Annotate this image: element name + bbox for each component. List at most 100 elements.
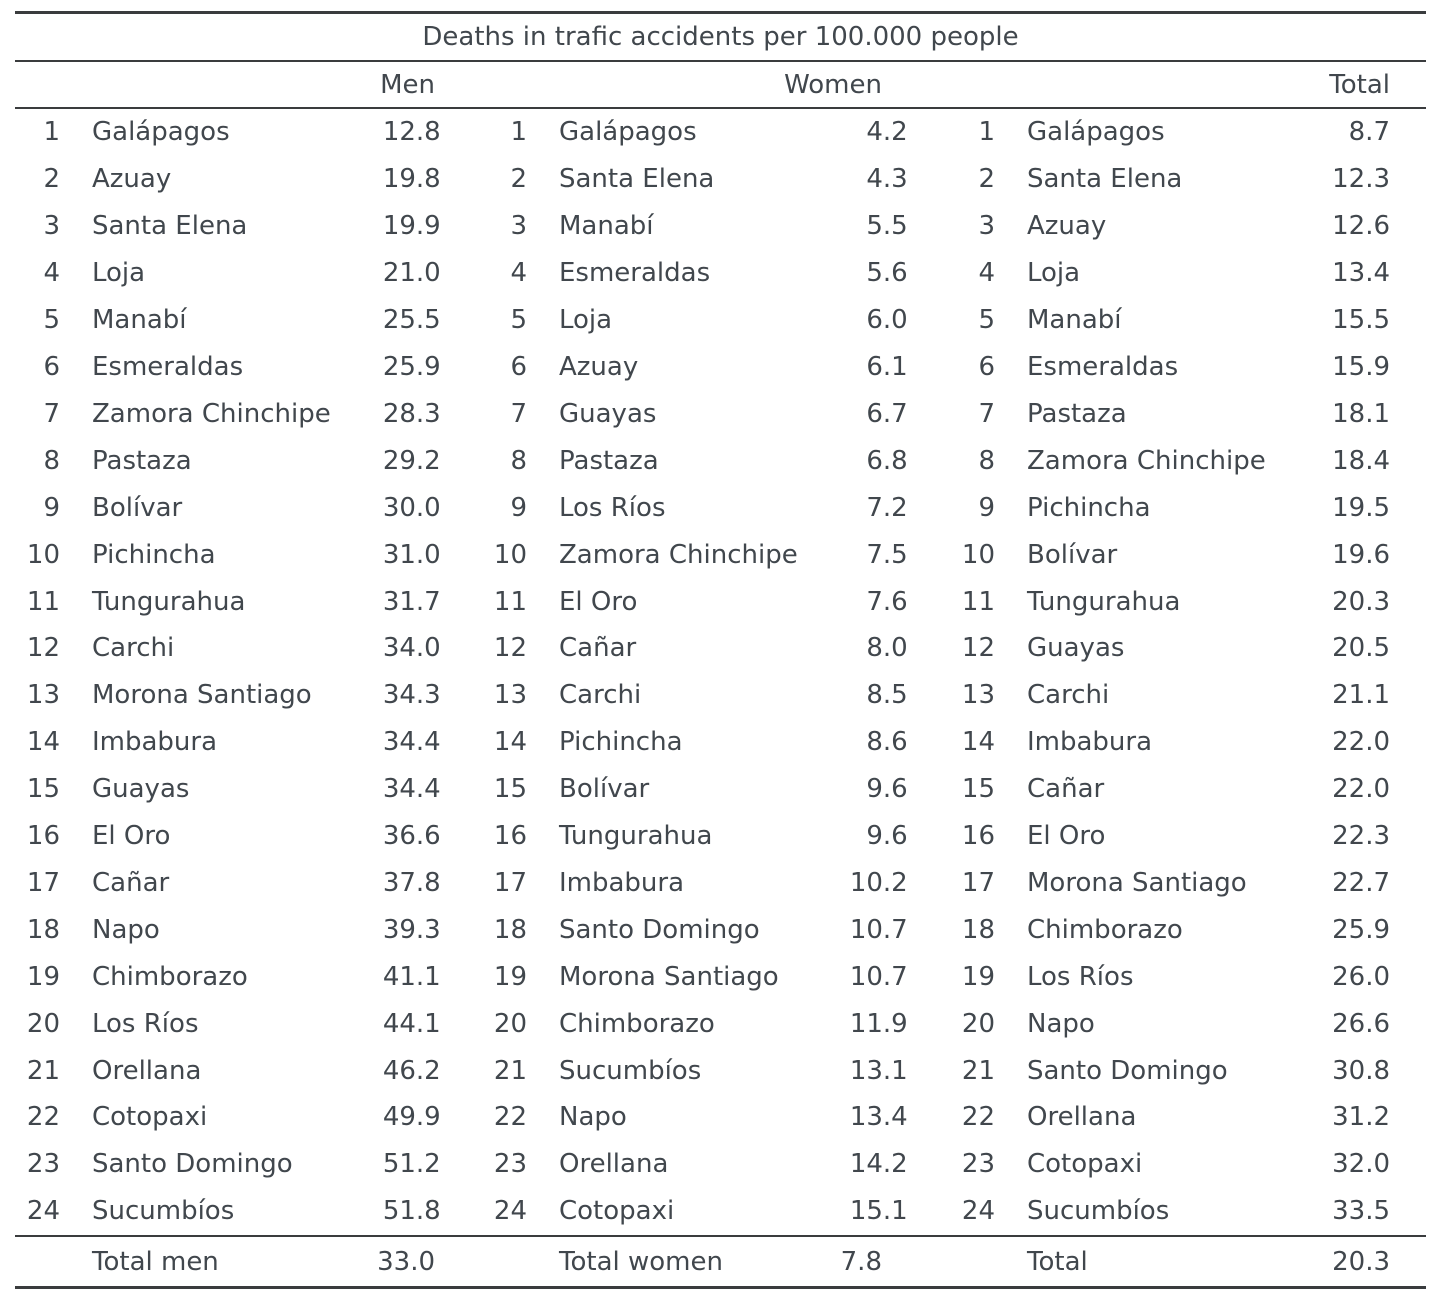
rank-cell: 20	[26, 1008, 60, 1039]
rank-cell: 10	[26, 539, 60, 570]
province-name: Cotopaxi	[559, 1196, 675, 1227]
province-name: Morona Santiago	[559, 961, 779, 992]
rank-cell: 2	[978, 164, 995, 195]
province-name: Imbabura	[1027, 727, 1153, 758]
province-name: Manabí	[559, 211, 654, 242]
table-row: 1 Galápagos 8.7	[950, 109, 1390, 156]
table-row: 23 Cotopaxi 32.0	[950, 1141, 1390, 1188]
table-title: Deaths in trafic accidents per 100.000 p…	[422, 22, 1019, 52]
value-cell: 18.1	[1332, 398, 1390, 429]
table-row: 9 Los Ríos 7.2	[482, 484, 907, 531]
province-name: Manabí	[92, 305, 187, 336]
rank-cell: 13	[493, 680, 527, 711]
rank-cell: 22	[961, 1102, 995, 1133]
value-cell: 19.9	[382, 211, 441, 242]
rank-cell: 15	[26, 774, 60, 805]
rank-cell: 6	[510, 351, 527, 382]
rank-cell: 14	[26, 727, 60, 758]
table-row: 8 Pastaza 6.8	[482, 437, 907, 484]
value-cell: 15.9	[1332, 351, 1390, 382]
column-header-label: Total	[1329, 69, 1390, 100]
value-cell: 9.6	[866, 774, 908, 805]
rank-cell: 16	[26, 821, 60, 852]
total-label: Total	[1027, 1246, 1088, 1277]
men-ranking-list: 1 Galápagos 12.8 2 Azuay 19.8 3 Santa Elena 19.9…	[15, 109, 441, 1235]
value-cell: 31.2	[1332, 1102, 1390, 1133]
total-ranking-list: 1 Galápagos 8.7 2 Santa Elena 12.3 3 Azuay 12.6 4…	[950, 109, 1390, 1235]
province-name: Los Ríos	[559, 492, 666, 523]
province-name: Galápagos	[1027, 117, 1165, 148]
value-cell: 10.2	[849, 867, 908, 898]
province-name: Galápagos	[92, 117, 230, 148]
value-cell: 25.9	[382, 351, 441, 382]
province-name: Tungurahua	[559, 821, 713, 852]
table-row: 17 Imbabura 10.2	[482, 860, 908, 907]
rank-cell: 11	[493, 586, 527, 617]
value-cell: 34.4	[382, 727, 441, 758]
rank-cell: 2	[510, 164, 527, 195]
value-cell: 49.9	[382, 1102, 441, 1133]
value-cell: 29.2	[382, 445, 441, 476]
value-cell: 20.3	[1332, 586, 1390, 617]
rank-cell: 22	[493, 1102, 527, 1133]
table-row: 11 Tungurahua 20.3	[950, 578, 1390, 625]
province-name: Napo	[559, 1102, 627, 1133]
table-header-row: Men Women Total	[15, 62, 1426, 109]
rank-cell: 8	[510, 445, 527, 476]
rank-cell: 1	[510, 117, 527, 148]
table-row: 12 Cañar 8.0	[482, 625, 908, 672]
table-row: 3 Azuay 12.6	[950, 203, 1390, 250]
province-name: Orellana	[92, 1055, 202, 1086]
table-row: 19 Los Ríos 26.0	[950, 953, 1390, 1000]
rank-cell: 20	[961, 1008, 995, 1039]
table-row: 7 Pastaza 18.1	[950, 390, 1390, 437]
rank-cell: 12	[961, 633, 995, 664]
value-cell: 51.2	[382, 1149, 441, 1180]
value-cell: 46.2	[382, 1055, 441, 1086]
rank-cell: 8	[978, 445, 995, 476]
province-name: Galápagos	[559, 117, 697, 148]
province-name: Sucumbíos	[559, 1055, 702, 1086]
value-cell: 10.7	[849, 914, 908, 945]
province-name: Santo Domingo	[1027, 1055, 1228, 1086]
value-cell: 13.1	[849, 1055, 908, 1086]
total-value: 7.8	[840, 1246, 882, 1277]
value-cell: 4.2	[866, 117, 908, 148]
rank-cell: 18	[493, 914, 527, 945]
women-ranking-list: 1 Galápagos 4.2 2 Santa Elena 4.3 3 Manabí 5.5 4 E…	[482, 109, 908, 1235]
table-row: 4 Esmeraldas 5.6	[482, 250, 907, 297]
value-cell: 13.4	[1332, 258, 1390, 289]
table-row: 19 Chimborazo 41.1	[15, 953, 441, 1000]
rank-cell: 11	[26, 586, 60, 617]
table-row: 23 Orellana 14.2	[482, 1141, 908, 1188]
table-row: 2 Santa Elena 12.3	[950, 156, 1390, 203]
province-name: Santa Elena	[559, 164, 715, 195]
value-cell: 34.3	[382, 680, 441, 711]
value-cell: 18.4	[1332, 445, 1390, 476]
table-row: 13 Morona Santiago 34.3	[15, 672, 441, 719]
value-cell: 51.8	[382, 1196, 441, 1227]
table-row: 2 Santa Elena 4.3	[482, 156, 907, 203]
rank-cell: 4	[510, 258, 527, 289]
province-name: Santo Domingo	[92, 1149, 293, 1180]
table-title-row: Deaths in trafic accidents per 100.000 p…	[15, 14, 1426, 62]
table-row: 8 Pastaza 29.2	[15, 437, 441, 484]
value-cell: 30.8	[1332, 1055, 1390, 1086]
rank-cell: 20	[493, 1008, 527, 1039]
value-cell: 7.5	[866, 539, 908, 570]
value-cell: 6.7	[866, 398, 908, 429]
province-name: Santo Domingo	[559, 914, 760, 945]
province-name: Imbabura	[559, 867, 685, 898]
rank-cell: 2	[43, 164, 60, 195]
table-row: 9 Pichincha 19.5	[950, 484, 1390, 531]
rank-cell: 5	[978, 305, 995, 336]
rank-cell: 23	[493, 1149, 527, 1180]
table-row: 6 Azuay 6.1	[482, 344, 907, 391]
province-name: Pastaza	[1027, 398, 1127, 429]
table-row: 14 Pichincha 8.6	[482, 719, 908, 766]
table-row: 15 Guayas 34.4	[15, 766, 441, 813]
table-row: 5 Manabí 25.5	[15, 297, 440, 344]
table-row: 23 Santo Domingo 51.2	[15, 1141, 441, 1188]
table-row: 21 Sucumbíos 13.1	[482, 1047, 908, 1094]
column-header-label: Men	[380, 69, 435, 100]
